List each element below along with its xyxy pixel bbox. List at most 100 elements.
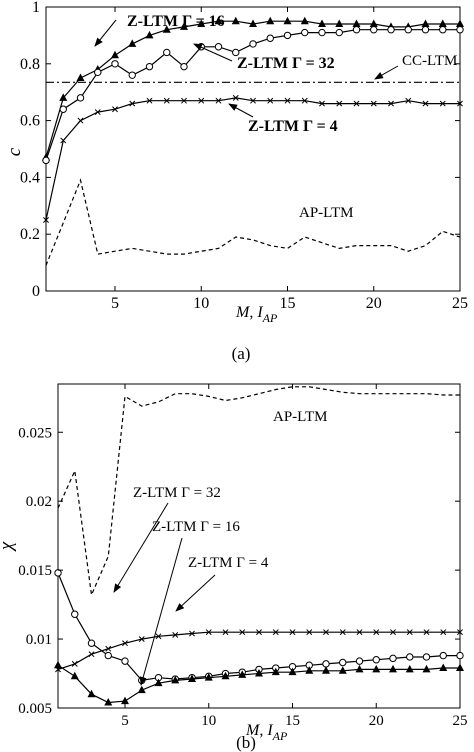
series-z-ltm-gamma-32-a-point <box>421 26 430 34</box>
series-z-ltm-gamma-32-b-point <box>389 654 397 663</box>
series-z-ltm-gamma-16-b-point <box>456 663 464 672</box>
series-z-ltm-gamma-32-a-point <box>266 34 274 42</box>
y-tick-label-b: 0.005 <box>18 701 52 717</box>
series-z-ltm-gamma-16-b-point <box>355 664 364 673</box>
series-z-ltm-gamma-16-b-point <box>154 678 163 687</box>
series-z-ltm-gamma-32-a-point <box>232 48 240 57</box>
series-z-ltm-gamma-4-a-point <box>129 100 136 107</box>
series-z-ltm-gamma-32-a-point <box>214 43 223 51</box>
series-z-ltm-gamma-16-a-point <box>249 19 257 28</box>
series-z-ltm-gamma-4-a-point <box>198 97 205 104</box>
series-z-ltm-gamma-32-a-point <box>59 105 67 113</box>
series-z-ltm-gamma-4-a-point <box>267 97 274 104</box>
annotation-z-ltm-32-a: Z-LTM Γ = 32 <box>237 55 335 72</box>
series-z-ltm-gamma-32-a-point <box>42 156 50 165</box>
series-z-ltm-gamma-4-a-point <box>405 97 412 104</box>
series-z-ltm-gamma-16-b-point <box>422 664 431 673</box>
series-z-ltm-gamma-32-a-point <box>456 26 464 34</box>
series-z-ltm-gamma-16-b-point <box>322 666 330 674</box>
series-z-ltm-gamma-16-b-point <box>137 685 146 694</box>
series-z-ltm-gamma-4-b-point <box>205 629 212 636</box>
series-z-ltm-gamma-4-a-point <box>457 100 463 107</box>
annotation-cc-ltm-a: CC-LTM <box>402 53 457 69</box>
y-tick-label-a: 0.4 <box>20 169 40 186</box>
series-z-ltm-gamma-32-a-point <box>335 28 343 37</box>
series-z-ltm-gamma-32-b-point <box>104 651 112 660</box>
series-z-ltm-gamma-32-b-point <box>121 657 129 665</box>
series-z-ltm-gamma-4-b-point <box>423 629 430 636</box>
series-z-ltm-gamma-4-b-line <box>57 631 460 670</box>
series-z-ltm-gamma-4-a-point <box>336 100 343 107</box>
series-z-ltm-gamma-32-a-point <box>128 71 136 79</box>
series-z-ltm-gamma-32-b-point <box>71 610 79 618</box>
x-tick-label-b: 5 <box>121 713 129 729</box>
annotation-z-ltm-4-b: Z-LTM Γ = 4 <box>188 555 269 571</box>
series-z-ltm-gamma-16-a-point <box>59 93 68 101</box>
series-z-ltm-gamma-16-b-point <box>305 666 314 674</box>
series-z-ltm-gamma-4-b-point <box>71 660 78 667</box>
series-z-ltm-gamma-32-a-point <box>370 26 378 34</box>
panel-label-b: (b) <box>236 733 256 752</box>
x-axis-label-main-a: M, I <box>235 304 263 321</box>
series-z-ltm-gamma-32-a-point <box>94 68 102 77</box>
x-tick-label-b: 20 <box>369 713 384 729</box>
series-z-ltm-gamma-4-b-point <box>172 631 179 638</box>
series-z-ltm-gamma-16-a-point <box>145 30 154 39</box>
x-tick-label-a: 20 <box>366 295 382 312</box>
series-z-ltm-gamma-4-b-point <box>306 629 313 636</box>
series-z-ltm-gamma-16-b-point <box>439 663 448 672</box>
series-z-ltm-gamma-32-b-point <box>355 657 364 665</box>
series-z-ltm-gamma-16-b-point <box>188 674 196 683</box>
series-z-ltm-gamma-32-b-point <box>87 639 96 647</box>
series-z-ltm-gamma-32-a-point <box>180 62 188 71</box>
series-z-ltm-gamma-4-a-point <box>146 97 153 104</box>
x-axis-label-sub-a: AP <box>262 311 278 325</box>
x-axis-label-b: M, IAP <box>245 722 288 743</box>
series-z-ltm-gamma-16-a-point <box>128 39 137 47</box>
series-z-ltm-gamma-16-b-point <box>221 671 230 680</box>
series-layer-b <box>54 386 464 706</box>
annotation-ap-ltm-b: AP-LTM <box>273 409 327 425</box>
series-layer-a <box>42 16 464 266</box>
y-tick-label-b: 0.02 <box>26 494 52 510</box>
y-axis-label-a: c <box>4 147 25 156</box>
series-z-ltm-gamma-4-a-point <box>301 97 308 104</box>
annotation-ap-ltm-a: AP-LTM <box>299 205 353 221</box>
series-z-ltm-gamma-4-b-point <box>239 629 246 636</box>
annotation-z-ltm-4-a: Z-LTM Γ = 4 <box>248 118 338 135</box>
series-z-ltm-gamma-4-a-point <box>319 100 325 107</box>
series-z-ltm-gamma-16-b-point <box>271 667 280 676</box>
series-z-ltm-gamma-4-a-point <box>422 100 429 107</box>
series-z-ltm-gamma-16-b-point <box>238 670 247 678</box>
series-z-ltm-gamma-4-b-point <box>88 651 95 658</box>
series-z-ltm-gamma-4-a-point <box>284 97 291 104</box>
series-z-ltm-gamma-4-b-point <box>272 629 279 636</box>
series-z-ltm-gamma-32-a-point <box>283 31 292 40</box>
series-z-ltm-gamma-16-b-point <box>338 666 347 674</box>
series-z-ltm-gamma-4-a <box>43 94 463 223</box>
series-z-ltm-gamma-16-b <box>54 660 464 706</box>
series-z-ltm-gamma-4-b-point <box>122 640 128 647</box>
x-tick-label-b: 25 <box>453 713 468 729</box>
series-z-ltm-gamma-16-a-point <box>335 19 344 28</box>
x-tick-label-a: 25 <box>452 295 468 312</box>
series-z-ltm-gamma-16-b-point <box>288 667 297 676</box>
series-z-ltm-gamma-4-a-point <box>77 117 84 124</box>
series-z-ltm-gamma-32-a-point <box>352 26 361 34</box>
arrow-z-ltm-4-a <box>228 103 254 118</box>
series-z-ltm-gamma-4-b-point <box>55 666 61 673</box>
y-tick-label-a: 0.8 <box>20 56 40 73</box>
x-tick-label-b: 15 <box>285 713 300 729</box>
y-tick-label-a: 0 <box>32 283 40 300</box>
series-z-ltm-gamma-16-b-point <box>70 671 79 680</box>
series-z-ltm-gamma-16-a-point <box>76 73 85 81</box>
annotation-z-ltm-32-b: Z-LTM Γ = 32 <box>133 485 221 501</box>
series-z-ltm-gamma-32-b-point <box>322 660 330 668</box>
series-z-ltm-gamma-4-b-point <box>440 629 447 636</box>
series-z-ltm-gamma-4-b-point <box>289 629 296 636</box>
series-z-ltm-gamma-4-b-point <box>323 629 329 636</box>
series-z-ltm-gamma-4-a-point <box>181 97 187 104</box>
panel-label-a: (a) <box>232 344 251 363</box>
series-z-ltm-gamma-16-b-point <box>389 664 397 673</box>
